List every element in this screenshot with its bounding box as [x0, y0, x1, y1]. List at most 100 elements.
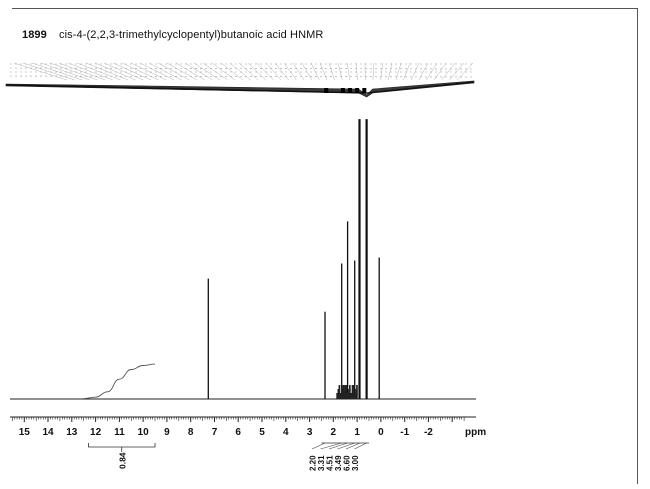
- overview-dotted-row: [9, 67, 473, 70]
- x-tick-label: 9: [164, 427, 170, 438]
- x-tick-label: 10: [138, 427, 150, 438]
- spectrum-title: cis-4-(2,2,3-trimethylcyclopentyl)butano…: [59, 29, 324, 41]
- overview-tick-stroke: [67, 62, 113, 81]
- overview-tick-stroke: [238, 62, 259, 81]
- overview-tick-stroke: [395, 62, 402, 81]
- integral-labels: 0.84 2.20 3.31 4.51 3.49 6.60 3.00: [88, 442, 370, 471]
- overview-tick-stroke: [380, 62, 384, 81]
- overview-tick-stroke: [166, 62, 198, 81]
- overview-marker: [348, 88, 352, 93]
- overview-marker: [340, 88, 345, 93]
- overview-tick-stroke: [355, 62, 358, 81]
- overview-tick-stroke: [229, 62, 251, 81]
- x-axis: 15 14 13 12 11 10 9 8 7 6 5 4 3 2 1 0 -1 -2 ppm: [10, 416, 486, 438]
- x-tick-label: 7: [212, 427, 218, 438]
- overview-tick-stroke: [148, 62, 182, 81]
- integral-leader: [328, 442, 348, 450]
- overview-tick-stroke: [121, 62, 159, 81]
- integral-leader: [337, 442, 355, 450]
- multiplet-cluster: [336, 385, 358, 399]
- x-tick-label: 2: [331, 427, 337, 438]
- integral-curve: [81, 363, 156, 400]
- overview-tick-stroke: [403, 62, 411, 81]
- x-tick-label: 3: [307, 427, 313, 438]
- overview-tick-stroke: [256, 62, 274, 81]
- overview-tick-stroke: [22, 62, 75, 81]
- x-tick-label: 14: [42, 427, 54, 438]
- overview-tick-stroke: [112, 62, 152, 81]
- overview-tick-stroke: [175, 62, 205, 81]
- overview-tick-stroke: [85, 62, 129, 81]
- x-tick-label: -2: [424, 427, 433, 438]
- x-tick-label: 12: [90, 427, 102, 438]
- spectrum-title-row: 1899 cis-4-(2,2,3-trimethylcyclopentyl)b…: [22, 29, 323, 41]
- x-tick-label: 5: [259, 427, 265, 438]
- x-tick-label: 15: [19, 427, 31, 438]
- x-tick-label: 0: [378, 427, 384, 438]
- overview-tick-stroke: [292, 62, 305, 81]
- overview-tick-stroke: [418, 62, 429, 81]
- overview-tick-stroke: [328, 62, 335, 81]
- overview-marker: [362, 88, 367, 93]
- overview-tick-stroke: [372, 62, 375, 81]
- overview-tick-stroke: [301, 62, 312, 81]
- overview-tick-stroke: [76, 62, 121, 81]
- integral-value: 0.84: [118, 452, 128, 469]
- overview-tick-stroke: [283, 62, 297, 81]
- overview-tick-stroke: [103, 62, 144, 81]
- overview-tick-stroke: [58, 62, 106, 81]
- overview-tick-stroke: [139, 62, 175, 81]
- overview-tick-stroke: [202, 62, 228, 81]
- integral-bracket: [88, 443, 156, 448]
- overview-tick-stroke: [441, 62, 456, 81]
- x-tick-label: 1: [354, 427, 360, 438]
- overview-tick-stroke: [157, 62, 190, 81]
- acid-integral-curve: [81, 363, 156, 400]
- overview-tick-stroke: [274, 62, 289, 81]
- x-tick-label: 4: [283, 427, 289, 438]
- integral-leader: [354, 442, 367, 450]
- overview-tick-stroke: [310, 62, 320, 81]
- overview-tick-stroke: [337, 62, 343, 81]
- peaks-layer: [207, 119, 380, 399]
- x-axis-label: ppm: [465, 427, 486, 438]
- overview-tick-stroke: [319, 62, 328, 81]
- integral-value: 4.51: [326, 455, 335, 471]
- overview-tick-stroke: [94, 62, 136, 81]
- x-tick-label: 13: [66, 427, 78, 438]
- integral-value: 2.20: [309, 455, 318, 471]
- overview-tick-stroke: [220, 62, 243, 81]
- overview-dotted-row: [9, 75, 473, 78]
- integral-value: 3.49: [334, 455, 343, 471]
- overview-tick-stroke: [410, 62, 420, 81]
- overview-marker: [324, 88, 329, 93]
- overview-tick-stroke: [31, 62, 83, 81]
- overview-tick-stroke: [247, 62, 266, 81]
- overview-tick-stroke: [193, 62, 221, 81]
- overview-tick-stroke: [387, 62, 393, 81]
- integral-leader: [320, 442, 342, 450]
- overview-marker: [355, 88, 360, 93]
- overview-tick-stroke: [40, 62, 90, 81]
- overview-tick-stroke: [130, 62, 167, 81]
- overview-tick-stroke: [49, 62, 98, 81]
- overview-tick-stroke: [433, 62, 447, 81]
- overview-tick-stroke: [346, 62, 351, 81]
- integral-value: 3.00: [351, 455, 360, 471]
- integral-value: 6.60: [343, 455, 352, 471]
- frame-top-border: [12, 8, 638, 9]
- frame-right-border: [637, 8, 638, 484]
- x-tick-label: -1: [400, 427, 409, 438]
- overview-tick-stroke: [184, 62, 213, 81]
- overview-tick-stroke: [426, 62, 438, 81]
- overview-tick-stroke: [13, 62, 67, 81]
- x-tick-label: 8: [188, 427, 194, 438]
- overview-tick-stroke: [449, 62, 465, 81]
- integral-leader: [311, 442, 326, 450]
- x-tick-label: 11: [114, 427, 125, 438]
- overview-tick-stroke: [456, 62, 474, 81]
- integral-leader: [345, 442, 361, 450]
- spectrum-id: 1899: [22, 29, 47, 41]
